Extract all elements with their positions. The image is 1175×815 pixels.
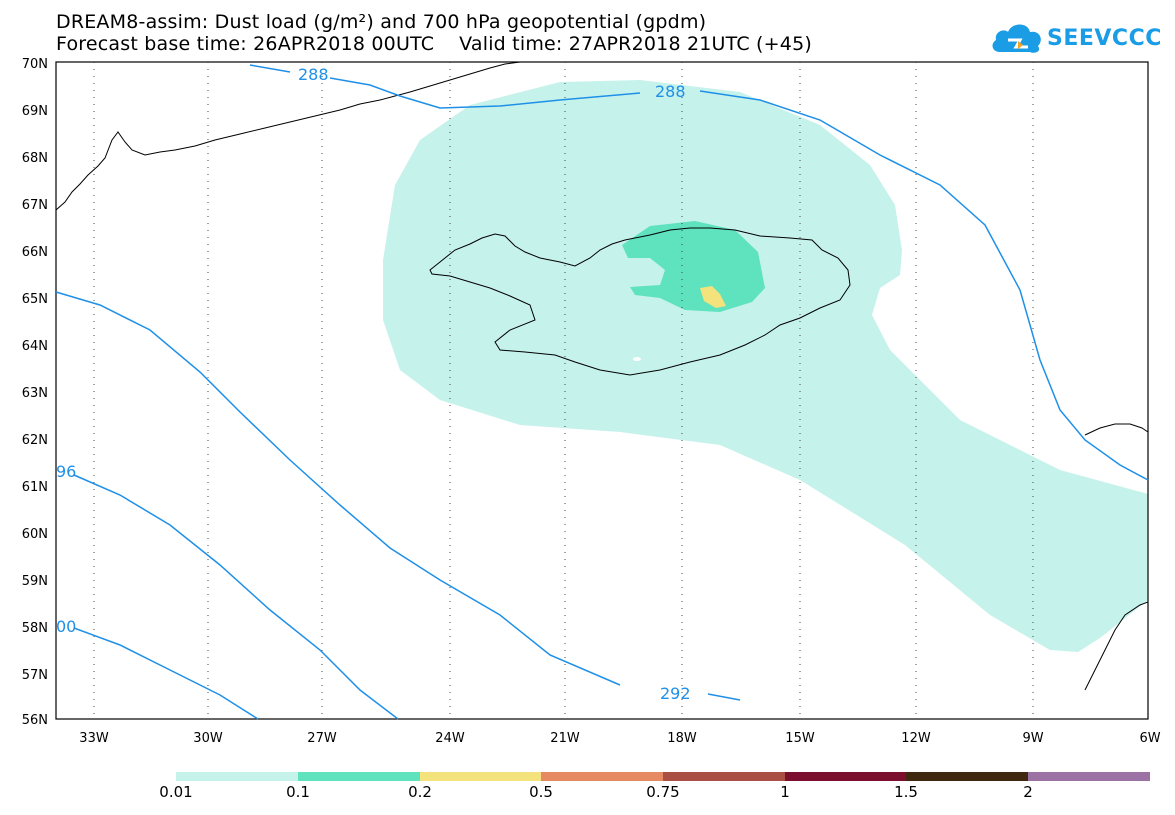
colorbar-label: 2 bbox=[1023, 783, 1033, 801]
colorbar-label: 0.1 bbox=[286, 783, 310, 801]
geopotential-contours bbox=[55, 64, 1149, 720]
greenland-coast bbox=[55, 61, 521, 211]
contour-300 bbox=[73, 627, 259, 720]
lon-label: 9W bbox=[1022, 731, 1043, 746]
lat-label: 69N bbox=[22, 104, 48, 119]
dust-area-0-01 bbox=[383, 80, 1148, 652]
colorbar-swatch bbox=[1028, 772, 1150, 781]
lat-label: 63N bbox=[22, 386, 48, 401]
contour-label-296: 96 bbox=[56, 462, 76, 481]
iceland-coast bbox=[429, 227, 851, 376]
lon-label: 18W bbox=[667, 731, 697, 746]
lat-label: 67N bbox=[22, 198, 48, 213]
lat-label: 61N bbox=[22, 480, 48, 495]
dust-area-0-1 bbox=[622, 221, 765, 312]
map-frame bbox=[55, 61, 1149, 720]
contour-label-288-east: 288 bbox=[655, 82, 686, 101]
lon-label: 6W bbox=[1139, 731, 1160, 746]
lat-label: 57N bbox=[22, 668, 48, 683]
lat-label: 62N bbox=[22, 433, 48, 448]
scotland-coast-south bbox=[1084, 601, 1149, 691]
lon-label: 21W bbox=[550, 731, 580, 746]
colorbar-swatch bbox=[176, 772, 298, 781]
colorbar-label: 0.2 bbox=[408, 783, 432, 801]
logo-text: SEEVCCC bbox=[1047, 26, 1162, 51]
colorbar-swatch bbox=[420, 772, 541, 781]
scotland-coast bbox=[1084, 423, 1149, 436]
colorbar-label: 0.01 bbox=[159, 783, 193, 801]
lon-label: 33W bbox=[79, 731, 109, 746]
dust-area-0-2 bbox=[700, 286, 726, 308]
island-gap bbox=[633, 357, 641, 361]
colorbar-swatch bbox=[785, 772, 906, 781]
contour-label-288-west: 288 bbox=[298, 65, 329, 84]
colorbar-swatch bbox=[663, 772, 785, 781]
colorbar-swatch bbox=[906, 772, 1028, 781]
lat-label: 70N bbox=[22, 57, 48, 72]
lat-label: 64N bbox=[22, 339, 48, 354]
lon-label: 12W bbox=[901, 731, 931, 746]
contour-label-300: 00 bbox=[56, 617, 76, 636]
colorbar-label: 0.5 bbox=[529, 783, 553, 801]
lon-label: 30W bbox=[193, 731, 223, 746]
colorbar-label: 1 bbox=[780, 783, 790, 801]
lat-label: 68N bbox=[22, 151, 48, 166]
contour-288-north bbox=[249, 64, 1149, 481]
contour-292 bbox=[55, 291, 741, 701]
lon-label: 27W bbox=[307, 731, 337, 746]
colorbar-label: 1.5 bbox=[894, 783, 918, 801]
lat-label: 66N bbox=[22, 245, 48, 260]
colorbar-swatch bbox=[298, 772, 420, 781]
colorbar bbox=[176, 772, 1150, 781]
lat-label: 56N bbox=[22, 713, 48, 728]
lon-label: 15W bbox=[785, 731, 815, 746]
lat-label: 60N bbox=[22, 527, 48, 542]
colorbar-label: 0.75 bbox=[646, 783, 680, 801]
seevccc-logo: SEEVCCC bbox=[990, 20, 1161, 60]
contour-label-292: 292 bbox=[660, 684, 691, 703]
cloud-icon bbox=[992, 24, 1041, 53]
lon-label: 24W bbox=[435, 731, 465, 746]
lat-label: 58N bbox=[22, 621, 48, 636]
coastlines bbox=[55, 61, 1149, 691]
colorbar-swatch bbox=[541, 772, 663, 781]
lat-label: 65N bbox=[22, 292, 48, 307]
title-line-1: DREAM8-assim: Dust load (g/m²) and 700 h… bbox=[56, 11, 707, 33]
lat-label: 59N bbox=[22, 574, 48, 589]
title-line-2: Forecast base time: 26APR2018 00UTC Vali… bbox=[56, 33, 812, 55]
contour-96 bbox=[73, 474, 399, 720]
